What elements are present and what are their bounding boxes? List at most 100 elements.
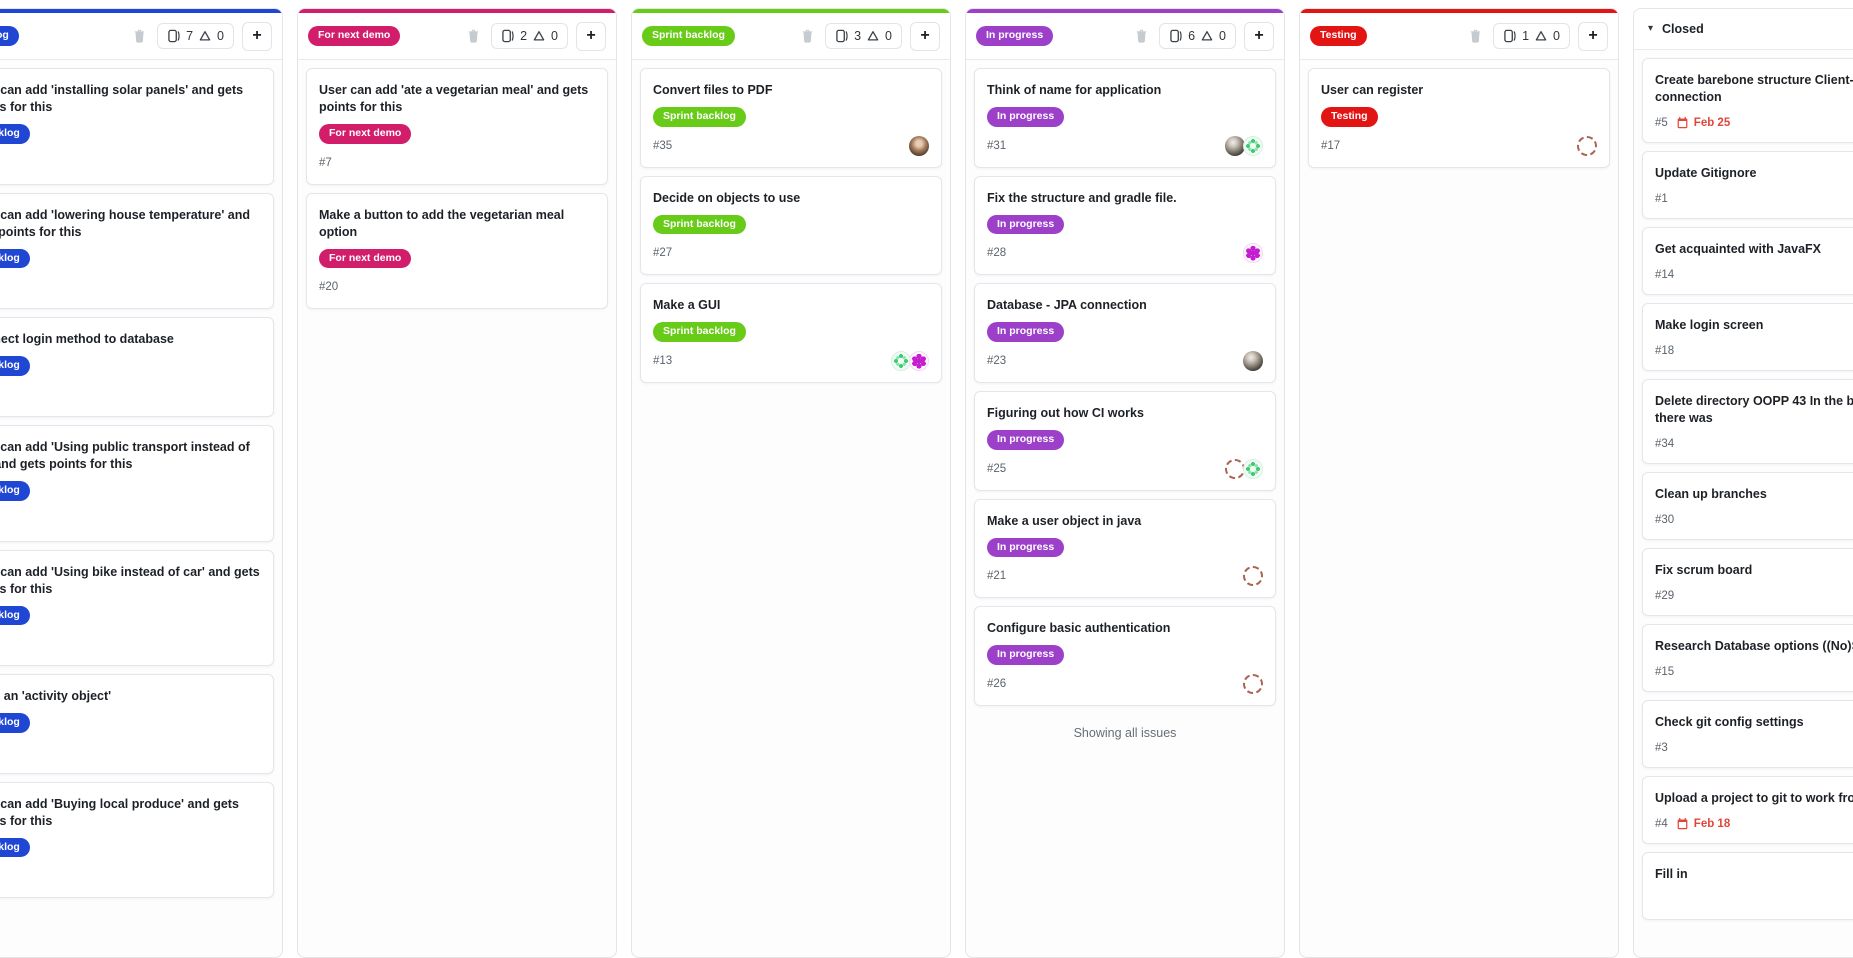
delete-column-button[interactable] bbox=[798, 27, 817, 46]
avatar-photo-person-icon bbox=[909, 135, 929, 156]
card-title: User can register bbox=[1321, 83, 1424, 97]
card-meta: #30 bbox=[1655, 511, 1853, 528]
avatar-identicon-green-icon bbox=[1243, 458, 1263, 479]
closed-issue-card[interactable]: Upload a project to git to work from #4 Fe… bbox=[1642, 776, 1853, 844]
issue-card[interactable]: Make an 'activity object' Backlog bbox=[0, 674, 274, 774]
card-title: User can add 'Using public transport ins… bbox=[0, 439, 250, 471]
plus-icon: + bbox=[586, 27, 596, 44]
card-title: Check git config settings bbox=[1655, 715, 1804, 729]
assignee-avatars bbox=[891, 350, 929, 371]
due-date-text: Feb 25 bbox=[1693, 116, 1731, 129]
issue-card[interactable]: Figuring out how CI works In progress #25 bbox=[974, 390, 1276, 491]
card-meta: #21 bbox=[987, 566, 1263, 587]
card-title: Make an 'activity object' bbox=[0, 689, 112, 704]
alert-icon-wrap bbox=[198, 29, 212, 43]
closed-issue-card[interactable]: Fix scrum board #29 bbox=[1642, 548, 1853, 616]
issue-card[interactable]: User can add 'Buying local produce' and … bbox=[0, 781, 274, 899]
issue-card[interactable]: Fix the structure and gradle file. In pro… bbox=[974, 175, 1276, 276]
card-meta bbox=[0, 634, 261, 654]
closed-column-title: Closed bbox=[1662, 22, 1704, 36]
card-label: In progress bbox=[987, 645, 1065, 665]
issue-card[interactable]: User can add 'ate a vegetarian meal' and… bbox=[306, 68, 608, 185]
calendar-icon-wrap bbox=[1676, 116, 1689, 129]
alert-icon-wrap bbox=[532, 29, 546, 43]
issue-number: #28 bbox=[987, 247, 1007, 260]
issue-number: #25 bbox=[987, 462, 1007, 475]
note-icon bbox=[1170, 29, 1182, 43]
issue-card[interactable]: Configure basic authentication In progres… bbox=[974, 606, 1276, 706]
card-title: Connect login method to database bbox=[0, 332, 174, 347]
issue-number: #30 bbox=[1655, 513, 1675, 526]
card-meta: #5 Feb 25 bbox=[1655, 114, 1853, 131]
card-label: For next demo bbox=[319, 248, 412, 269]
card-title: User can add 'Buying local produce' and … bbox=[0, 796, 239, 828]
avatar-identicon-green-icon bbox=[891, 350, 911, 371]
issue-card[interactable]: User can add 'Using bike instead of car'… bbox=[0, 549, 274, 667]
card-meta bbox=[0, 866, 261, 886]
column-header: Testing 1 0 + bbox=[1300, 13, 1618, 60]
closed-issue-card[interactable]: Make login screen #18 bbox=[1642, 303, 1853, 371]
issue-card[interactable]: Make a button to add the vegetarian meal… bbox=[306, 192, 608, 310]
avatar-photo-dog-icon bbox=[1243, 350, 1263, 371]
closed-issue-card[interactable]: Get acquainted with JavaFX #14 bbox=[1642, 227, 1853, 295]
delete-column-button[interactable] bbox=[130, 27, 149, 46]
delete-column-button[interactable] bbox=[464, 27, 483, 46]
add-card-button[interactable]: + bbox=[910, 21, 940, 51]
issue-card[interactable]: User can add 'Using public transport ins… bbox=[0, 424, 274, 542]
closed-issue-card[interactable]: Delete directory OOPP 43 In the beginnin… bbox=[1642, 379, 1853, 464]
note-icon bbox=[502, 29, 514, 43]
issue-card[interactable]: Database - JPA connection In progress #23 bbox=[974, 283, 1276, 383]
issue-number: #7 bbox=[319, 156, 332, 169]
card-title: Fix scrum board bbox=[1655, 563, 1753, 577]
issue-number: #5 bbox=[1655, 116, 1668, 129]
card-label: Backlog bbox=[0, 124, 30, 144]
closed-issue-card[interactable]: Update Gitignore #1 bbox=[1642, 151, 1853, 219]
card-title: Make a GUI bbox=[653, 298, 721, 313]
card-meta bbox=[0, 385, 261, 405]
card-meta bbox=[0, 277, 261, 297]
issue-card[interactable]: Decide on objects to use Sprint backlog #2… bbox=[640, 175, 942, 276]
column-in-progress: In progress 6 0 + Think of name for applicat… bbox=[965, 8, 1285, 958]
due-date-text: Feb 18 bbox=[1693, 817, 1731, 830]
delete-column-button[interactable] bbox=[1466, 27, 1485, 46]
add-card-button[interactable]: + bbox=[1578, 21, 1608, 51]
delete-column-button[interactable] bbox=[1132, 27, 1151, 46]
closed-column-toggle[interactable]: ▾ Closed bbox=[1634, 9, 1853, 50]
trash-icon bbox=[134, 29, 145, 43]
card-meta: #14 bbox=[1655, 266, 1853, 283]
card-meta bbox=[0, 153, 261, 173]
closed-issue-card[interactable]: Create barebone structure Client-Server … bbox=[1642, 58, 1853, 143]
column-label: Backlog bbox=[0, 26, 19, 46]
card-title: Fix the structure and gradle file. bbox=[987, 190, 1177, 205]
alert-icon-wrap bbox=[1200, 29, 1214, 43]
add-card-button[interactable]: + bbox=[242, 21, 272, 51]
alert-icon-wrap bbox=[866, 29, 880, 43]
card-title: Research Database options ((No)SQL?) bbox=[1655, 639, 1853, 653]
alert-triangle-icon bbox=[867, 31, 879, 41]
column-label: In progress bbox=[976, 26, 1054, 46]
issue-number: #31 bbox=[987, 139, 1007, 152]
issue-card[interactable]: Make a GUI Sprint backlog #13 bbox=[640, 283, 942, 383]
issue-card[interactable]: User can register Testing #17 bbox=[1308, 68, 1610, 168]
alert-count: 0 bbox=[1553, 29, 1560, 43]
alert-count: 0 bbox=[217, 29, 224, 43]
issue-card[interactable]: Connect login method to database Backlog bbox=[0, 317, 274, 417]
card-label: In progress bbox=[987, 429, 1065, 450]
issue-number: #14 bbox=[1655, 268, 1675, 281]
issue-card[interactable]: Think of name for application In progress… bbox=[974, 68, 1276, 168]
issue-card[interactable]: Make a user object in java In progress #21 bbox=[974, 498, 1276, 599]
card-title: Database - JPA connection bbox=[987, 298, 1147, 313]
closed-issue-card[interactable]: Clean up branches #30 bbox=[1642, 472, 1853, 540]
issue-card[interactable]: Convert files to PDF Sprint backlog #35 bbox=[640, 68, 942, 168]
add-card-button[interactable]: + bbox=[1244, 21, 1274, 51]
closed-issue-card[interactable]: Check git config settings #3 bbox=[1642, 700, 1853, 768]
issue-card[interactable]: User can add 'lowering house temperature… bbox=[0, 192, 274, 310]
closed-issue-card[interactable]: Fill in bbox=[1642, 852, 1853, 920]
issue-card[interactable]: User can add 'installing solar panels' a… bbox=[0, 68, 274, 185]
card-label: Backlog bbox=[0, 837, 30, 858]
card-label: For next demo bbox=[319, 124, 412, 144]
add-card-button[interactable]: + bbox=[576, 21, 606, 51]
closed-issue-card[interactable]: Research Database options ((No)SQL?) #15 bbox=[1642, 624, 1853, 692]
due-date-badge: Feb 18 bbox=[1676, 817, 1730, 830]
